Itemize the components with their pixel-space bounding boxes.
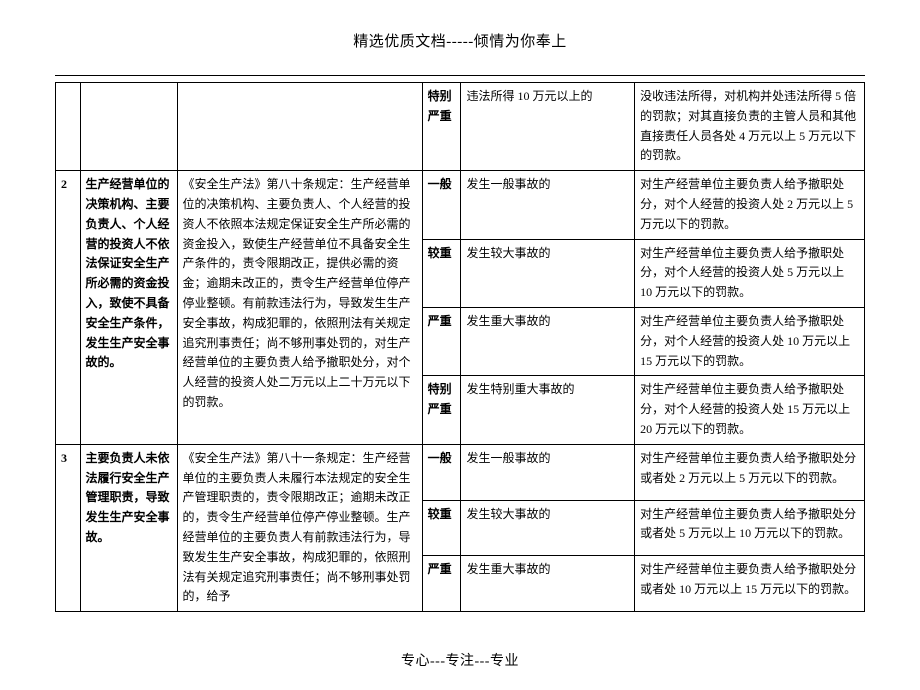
cell-level: 一般 [422, 444, 461, 500]
cell-result: 对生产经营单位主要负责人给予撤职处分或者处 2 万元以上 5 万元以下的罚款。 [635, 444, 865, 500]
cell-result: 对生产经营单位主要负责人给予撤职处分，对个人经营的投资人处 5 万元以上 10 … [635, 239, 865, 307]
cell-condition: 发生较大事故的 [461, 239, 635, 307]
cell-condition: 发生重大事故的 [461, 556, 635, 612]
table-row: 特别严重 违法所得 10 万元以上的 没收违法所得，对机构并处违法所得 5 倍的… [56, 83, 865, 171]
cell-desc: 《安全生产法》第八十一条规定：生产经营单位的主要负责人未履行本法规定的安全生产管… [177, 444, 422, 611]
cell-blank [56, 83, 81, 171]
cell-condition: 发生一般事故的 [461, 444, 635, 500]
cell-result: 对生产经营单位主要负责人给予撤职处分，对个人经营的投资人处 15 万元以上 20… [635, 376, 865, 444]
cell-item: 主要负责人未依法履行安全生产管理职责，导致发生生产安全事故。 [80, 444, 177, 611]
cell-level: 严重 [422, 556, 461, 612]
cell-level: 特别严重 [422, 376, 461, 444]
cell-result: 对生产经营单位主要负责人给予撤职处分，对个人经营的投资人处 10 万元以上 15… [635, 307, 865, 375]
cell-blank [80, 83, 177, 171]
page-footer: 专心---专注---专业 [55, 650, 865, 670]
page-header: 精选优质文档-----倾情为你奉上 [55, 30, 865, 51]
cell-condition: 违法所得 10 万元以上的 [461, 83, 635, 171]
cell-result: 对生产经营单位主要负责人给予撤职处分或者处 10 万元以上 15 万元以下的罚款… [635, 556, 865, 612]
header-rule [55, 75, 865, 76]
cell-level: 一般 [422, 171, 461, 239]
cell-condition: 发生特别重大事故的 [461, 376, 635, 444]
cell-result: 对生产经营单位主要负责人给予撤职处分，对个人经营的投资人处 2 万元以上 5 万… [635, 171, 865, 239]
cell-index: 3 [56, 444, 81, 611]
cell-level: 较重 [422, 239, 461, 307]
page-container: 精选优质文档-----倾情为你奉上 特别严重 违法所得 10 万元以上的 没收违… [0, 0, 920, 690]
cell-result: 没收违法所得，对机构并处违法所得 5 倍的罚款；对其直接负责的主管人员和其他直接… [635, 83, 865, 171]
cell-result: 对生产经营单位主要负责人给予撤职处分或者处 5 万元以上 10 万元以下的罚款。 [635, 500, 865, 556]
cell-condition: 发生较大事故的 [461, 500, 635, 556]
cell-index: 2 [56, 171, 81, 445]
cell-condition: 发生重大事故的 [461, 307, 635, 375]
regulation-table: 特别严重 违法所得 10 万元以上的 没收违法所得，对机构并处违法所得 5 倍的… [55, 82, 865, 612]
cell-blank [177, 83, 422, 171]
cell-item: 生产经营单位的决策机构、主要负责人、个人经营的投资人不依法保证安全生产所必需的资… [80, 171, 177, 445]
cell-condition: 发生一般事故的 [461, 171, 635, 239]
table-row: 2 生产经营单位的决策机构、主要负责人、个人经营的投资人不依法保证安全生产所必需… [56, 171, 865, 239]
cell-level: 严重 [422, 307, 461, 375]
cell-level: 特别严重 [422, 83, 461, 171]
cell-level: 较重 [422, 500, 461, 556]
table-row: 3 主要负责人未依法履行安全生产管理职责，导致发生生产安全事故。 《安全生产法》… [56, 444, 865, 500]
cell-desc: 《安全生产法》第八十条规定：生产经营单位的决策机构、主要负责人、个人经营的投资人… [177, 171, 422, 445]
